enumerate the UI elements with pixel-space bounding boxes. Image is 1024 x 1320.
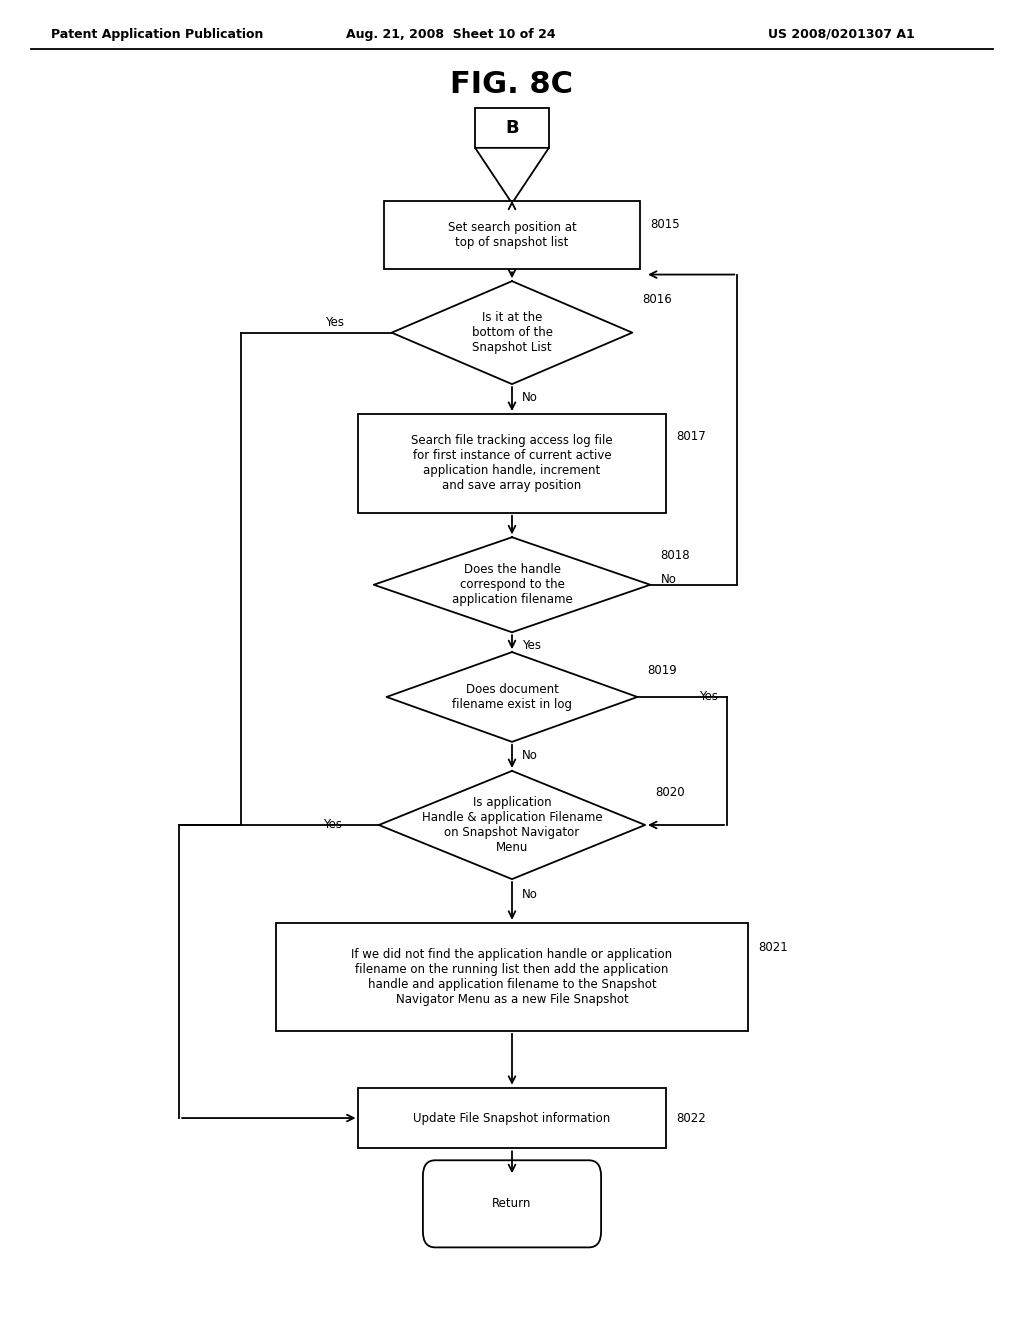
- Polygon shape: [374, 537, 650, 632]
- Text: No: No: [522, 391, 539, 404]
- Text: Patent Application Publication: Patent Application Publication: [51, 28, 263, 41]
- FancyBboxPatch shape: [358, 414, 666, 512]
- Text: Yes: Yes: [699, 690, 718, 704]
- Text: Aug. 21, 2008  Sheet 10 of 24: Aug. 21, 2008 Sheet 10 of 24: [346, 28, 555, 41]
- Text: US 2008/0201307 A1: US 2008/0201307 A1: [768, 28, 914, 41]
- Text: 8021: 8021: [758, 941, 787, 954]
- Text: 8022: 8022: [676, 1111, 706, 1125]
- Text: Yes: Yes: [326, 315, 344, 329]
- Text: Does document
filename exist in log: Does document filename exist in log: [452, 682, 572, 711]
- Text: Is it at the
bottom of the
Snapshot List: Is it at the bottom of the Snapshot List: [471, 312, 553, 354]
- Text: Yes: Yes: [522, 639, 542, 652]
- FancyBboxPatch shape: [384, 201, 640, 269]
- Text: Update File Snapshot information: Update File Snapshot information: [414, 1111, 610, 1125]
- Polygon shape: [387, 652, 637, 742]
- Polygon shape: [391, 281, 632, 384]
- FancyBboxPatch shape: [423, 1160, 601, 1247]
- Text: If we did not find the application handle or application
filename on the running: If we did not find the application handl…: [351, 948, 673, 1006]
- Text: 8018: 8018: [660, 549, 690, 562]
- Text: 8019: 8019: [648, 664, 678, 677]
- FancyBboxPatch shape: [475, 108, 549, 148]
- Text: Does the handle
correspond to the
application filename: Does the handle correspond to the applic…: [452, 564, 572, 606]
- Text: 8015: 8015: [650, 218, 680, 231]
- Text: FIG. 8C: FIG. 8C: [451, 70, 573, 99]
- Text: Return: Return: [493, 1197, 531, 1210]
- Text: No: No: [522, 888, 539, 902]
- Polygon shape: [379, 771, 645, 879]
- Text: No: No: [522, 748, 539, 762]
- Text: B: B: [505, 119, 519, 137]
- Text: Is application
Handle & application Filename
on Snapshot Navigator
Menu: Is application Handle & application File…: [422, 796, 602, 854]
- Text: 8016: 8016: [643, 293, 673, 306]
- Text: 8020: 8020: [655, 785, 685, 799]
- Text: Yes: Yes: [323, 818, 342, 832]
- FancyBboxPatch shape: [358, 1088, 666, 1148]
- Polygon shape: [475, 148, 549, 203]
- Text: 8017: 8017: [676, 430, 706, 444]
- FancyBboxPatch shape: [276, 923, 748, 1031]
- Text: Set search position at
top of snapshot list: Set search position at top of snapshot l…: [447, 220, 577, 249]
- Text: No: No: [660, 573, 677, 586]
- Text: Search file tracking access log file
for first instance of current active
applic: Search file tracking access log file for…: [412, 434, 612, 492]
